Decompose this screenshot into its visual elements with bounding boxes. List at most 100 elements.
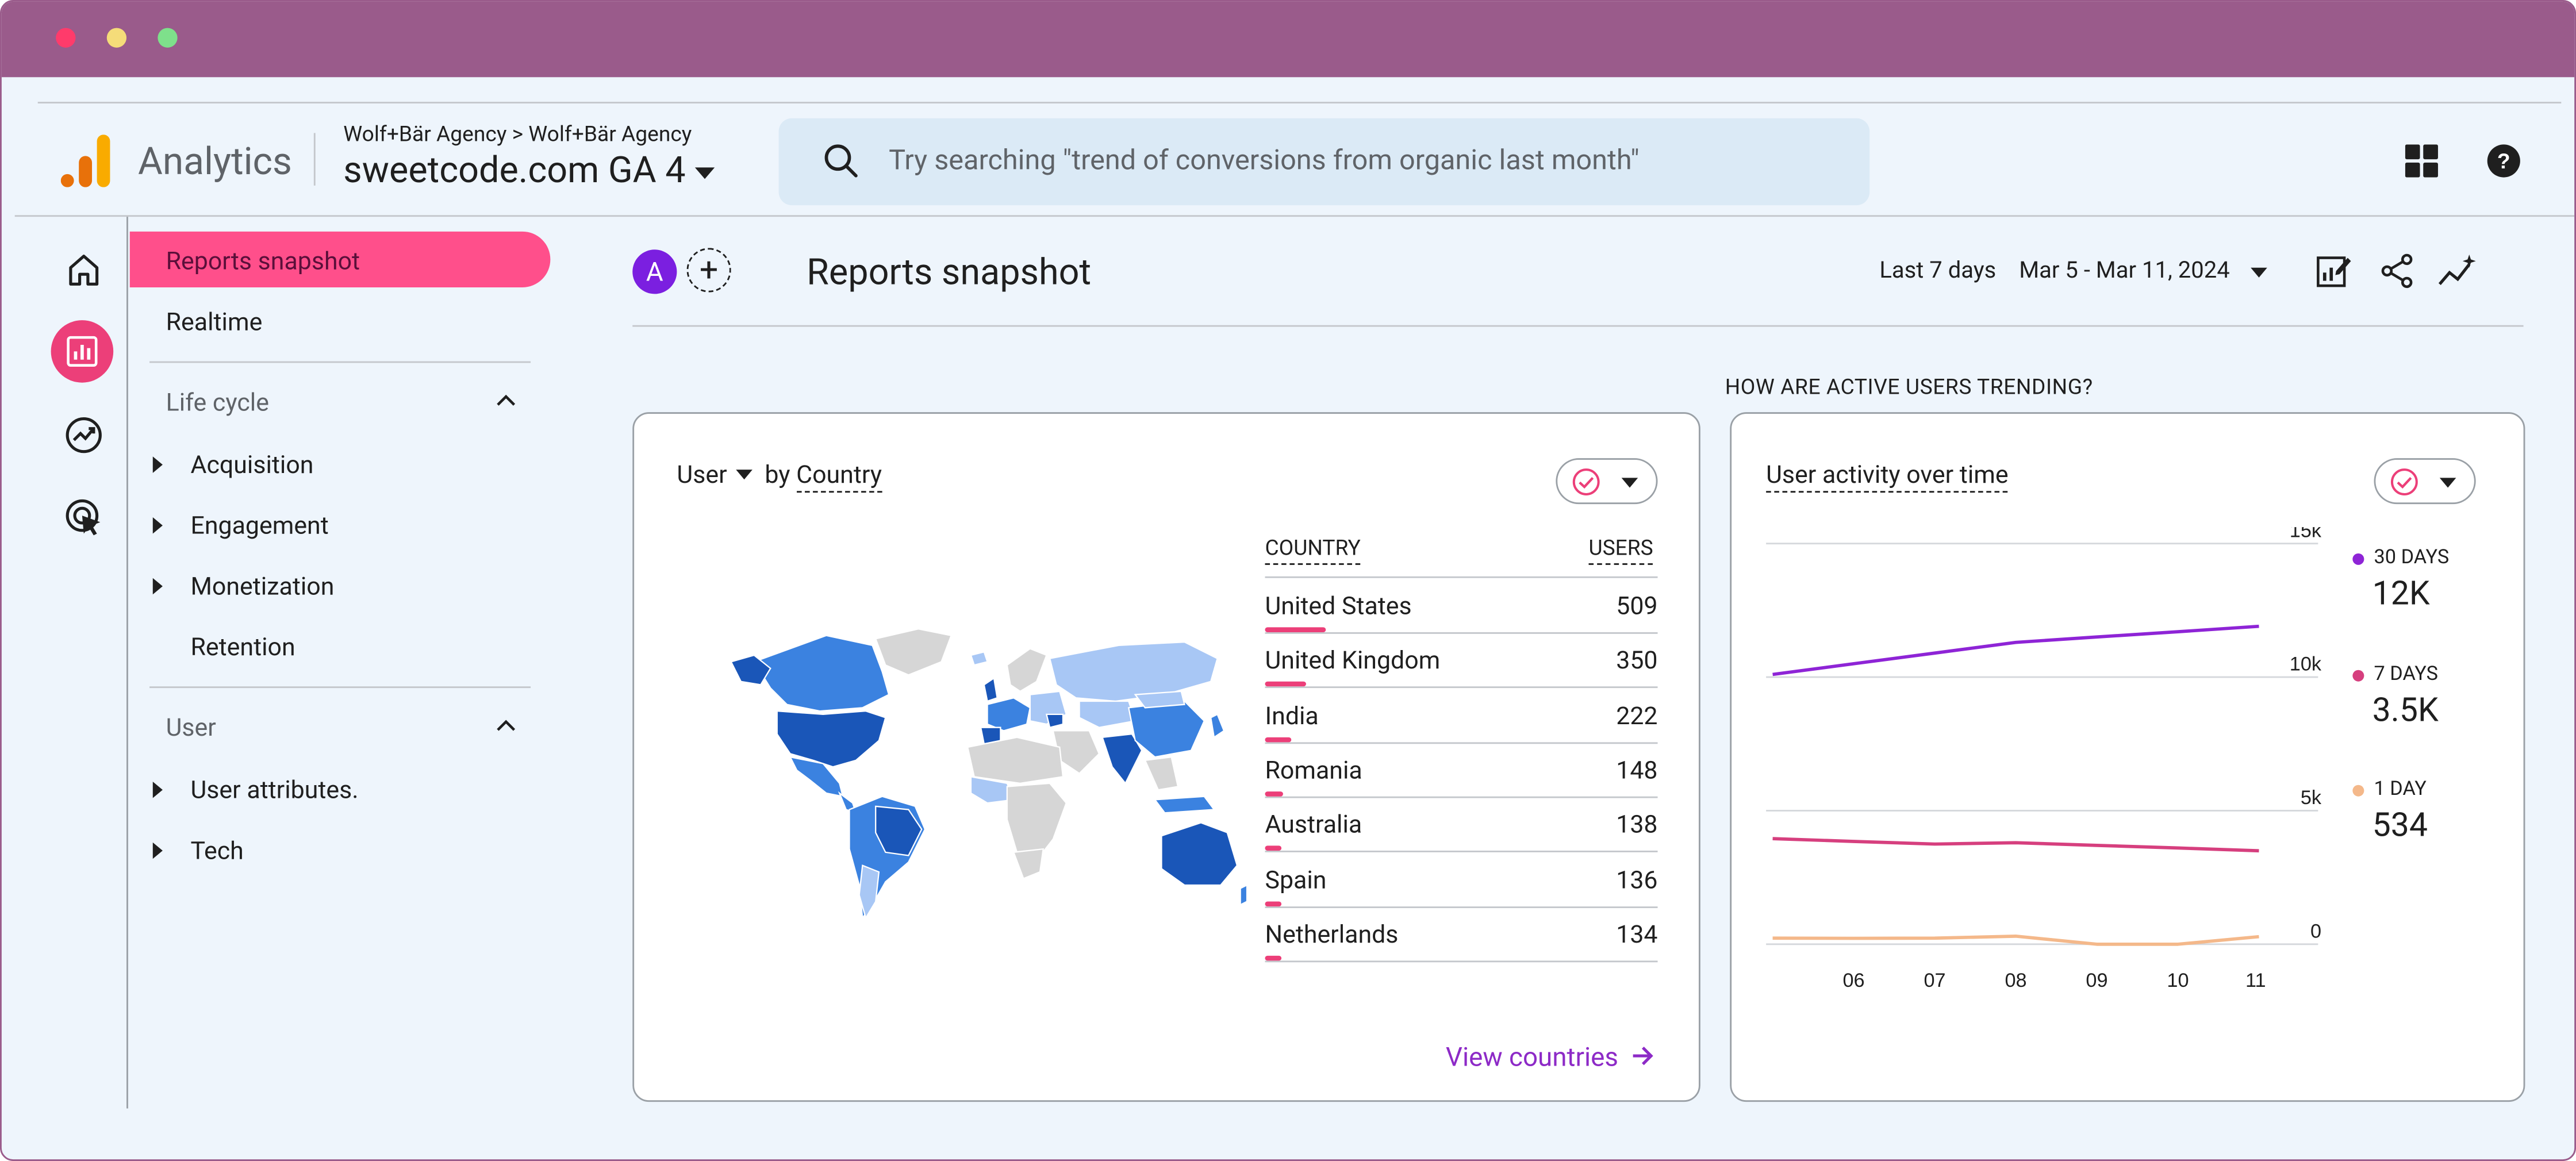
- country-row[interactable]: India 222: [1265, 687, 1658, 744]
- sidebar-item-realtime[interactable]: Realtime: [130, 293, 551, 348]
- home-nav-button[interactable]: [57, 243, 110, 295]
- expand-arrow-icon: [152, 517, 163, 534]
- country-share-bar: [1265, 682, 1307, 687]
- sidebar-section-user[interactable]: User: [130, 698, 531, 754]
- map-region-china[interactable]: [1127, 700, 1206, 758]
- breakdown-label[interactable]: Country: [796, 459, 882, 493]
- country-users-value: 222: [1616, 700, 1658, 731]
- series-line[interactable]: [1772, 624, 2259, 676]
- user-activity-chart[interactable]: 0 5k 10k 15k 06 07 08 09 10 11: [1760, 527, 2335, 1004]
- y-tick-label: 10k: [2290, 653, 2322, 675]
- map-region-argentina[interactable]: [858, 864, 880, 920]
- trend-section-heading: HOW ARE ACTIVE USERS TRENDING?: [1725, 376, 2093, 401]
- column-header-country[interactable]: COUNTRY: [1265, 537, 1361, 565]
- sidebar-item-user-attributes[interactable]: User attributes.: [130, 760, 551, 816]
- user-activity-title[interactable]: User activity over time: [1766, 459, 2009, 493]
- chevron-down-icon: [2439, 478, 2456, 488]
- map-region-mongolia[interactable]: [1134, 690, 1185, 709]
- chevron-down-icon: [1621, 478, 1638, 488]
- property-selector[interactable]: sweetcode.com GA 4: [343, 151, 716, 193]
- map-region-north-africa[interactable]: [966, 736, 1064, 784]
- expand-arrow-icon: [152, 578, 163, 595]
- map-region-romania[interactable]: [1045, 713, 1064, 729]
- country-row[interactable]: Romania 148: [1265, 742, 1658, 798]
- add-comparison-button[interactable]: +: [686, 248, 731, 293]
- sidebar-item-retention[interactable]: Retention: [130, 617, 551, 673]
- compare-toggle-button[interactable]: [1556, 458, 1658, 505]
- country-row[interactable]: Spain 136: [1265, 851, 1658, 908]
- app-name[interactable]: Analytics: [138, 139, 292, 184]
- maximize-window-dot[interactable]: [158, 28, 178, 48]
- series-line[interactable]: [1772, 934, 2259, 946]
- map-region-kazakhstan[interactable]: [1078, 700, 1137, 728]
- map-region-canada[interactable]: [753, 635, 890, 712]
- map-region-united-states[interactable]: [776, 710, 886, 768]
- legend-dot: [2352, 553, 2364, 565]
- map-region-australia[interactable]: [1161, 822, 1238, 886]
- map-region-alaska[interactable]: [730, 654, 771, 686]
- dimension-selector[interactable]: User: [677, 460, 765, 489]
- customize-report-icon[interactable]: [2315, 253, 2351, 289]
- country-row[interactable]: United States 509: [1265, 578, 1658, 634]
- country-share-bar: [1265, 955, 1281, 960]
- map-region-indonesia[interactable]: [1153, 795, 1216, 814]
- map-region-south-africa[interactable]: [1012, 848, 1045, 880]
- explore-nav-button[interactable]: [57, 409, 110, 461]
- apps-grid-icon[interactable]: [2405, 144, 2438, 178]
- minimize-window-dot[interactable]: [106, 28, 127, 48]
- close-window-dot[interactable]: [56, 28, 76, 48]
- section-title: User: [166, 712, 216, 743]
- expand-arrow-icon: [152, 456, 163, 473]
- reports-nav-button[interactable]: [51, 320, 114, 383]
- insights-icon[interactable]: [2438, 253, 2478, 289]
- map-region-mexico[interactable]: [789, 756, 844, 798]
- sidebar-item-acquisition[interactable]: Acquisition: [130, 435, 551, 491]
- check-circle-icon: [1572, 468, 1600, 495]
- property-name: sweetcode.com GA 4: [343, 151, 686, 193]
- country-card-title: User by Country: [677, 459, 882, 493]
- sidebar-item-label: Reports snapshot: [166, 246, 360, 276]
- sidebar-item-tech[interactable]: Tech: [130, 821, 551, 877]
- map-region-brazil[interactable]: [875, 805, 923, 856]
- country-row[interactable]: United Kingdom 350: [1265, 633, 1658, 689]
- sidebar-item-engagement[interactable]: Engagement: [130, 496, 551, 552]
- column-header-users[interactable]: USERS: [1588, 537, 1653, 565]
- help-icon[interactable]: ?: [2486, 143, 2522, 179]
- map-region-japan[interactable]: [1210, 713, 1225, 739]
- series-line[interactable]: [1772, 837, 2259, 853]
- home-icon: [69, 255, 99, 286]
- search-bar[interactable]: Try searching "trend of conversions from…: [778, 118, 1870, 206]
- map-region-india[interactable]: [1101, 733, 1143, 785]
- country-row[interactable]: Netherlands 134: [1265, 906, 1658, 962]
- compare-toggle-button[interactable]: [2374, 458, 2476, 505]
- map-region-scandinavia[interactable]: [1006, 648, 1047, 693]
- map-region-west-africa[interactable]: [970, 776, 1015, 804]
- account-breadcrumb[interactable]: Wolf+Bär Agency > Wolf+Bär Agency: [343, 123, 692, 148]
- y-tick-label: 15k: [2290, 527, 2322, 541]
- analytics-logo-icon[interactable]: [60, 134, 110, 187]
- view-countries-link[interactable]: View countries: [1446, 1041, 1654, 1072]
- world-map[interactable]: [724, 622, 1250, 921]
- sidebar-item-monetization[interactable]: Monetization: [130, 557, 551, 613]
- map-region-europe-west[interactable]: [986, 697, 1031, 732]
- map-region-uk[interactable]: [983, 677, 998, 702]
- map-region-iceland[interactable]: [970, 651, 989, 666]
- map-region-new-zealand[interactable]: [1239, 884, 1248, 906]
- map-region-southeast-asia[interactable]: [1144, 756, 1179, 791]
- country-row[interactable]: Australia 138: [1265, 797, 1658, 853]
- user-activity-title-label: User activity over time: [1766, 459, 2009, 493]
- legend-dot: [2352, 785, 2364, 797]
- sidebar-item-reports-snapshot[interactable]: Reports snapshot: [129, 231, 551, 287]
- chevron-down-icon[interactable]: [2251, 267, 2267, 278]
- sidebar-section-lifecycle[interactable]: Life cycle: [130, 373, 531, 429]
- date-range-label[interactable]: Last 7 days: [1879, 257, 1997, 285]
- date-range-value[interactable]: Mar 5 - Mar 11, 2024: [2019, 257, 2230, 285]
- advertising-nav-button[interactable]: [57, 491, 110, 543]
- map-region-greenland[interactable]: [874, 628, 953, 676]
- reports-icon: [67, 336, 98, 367]
- comparison-avatar[interactable]: A: [632, 249, 677, 294]
- nav-rail-divider: [126, 217, 128, 1109]
- search-icon: [824, 144, 858, 178]
- map-region-russia[interactable]: [1049, 641, 1218, 702]
- share-icon[interactable]: [2379, 253, 2415, 289]
